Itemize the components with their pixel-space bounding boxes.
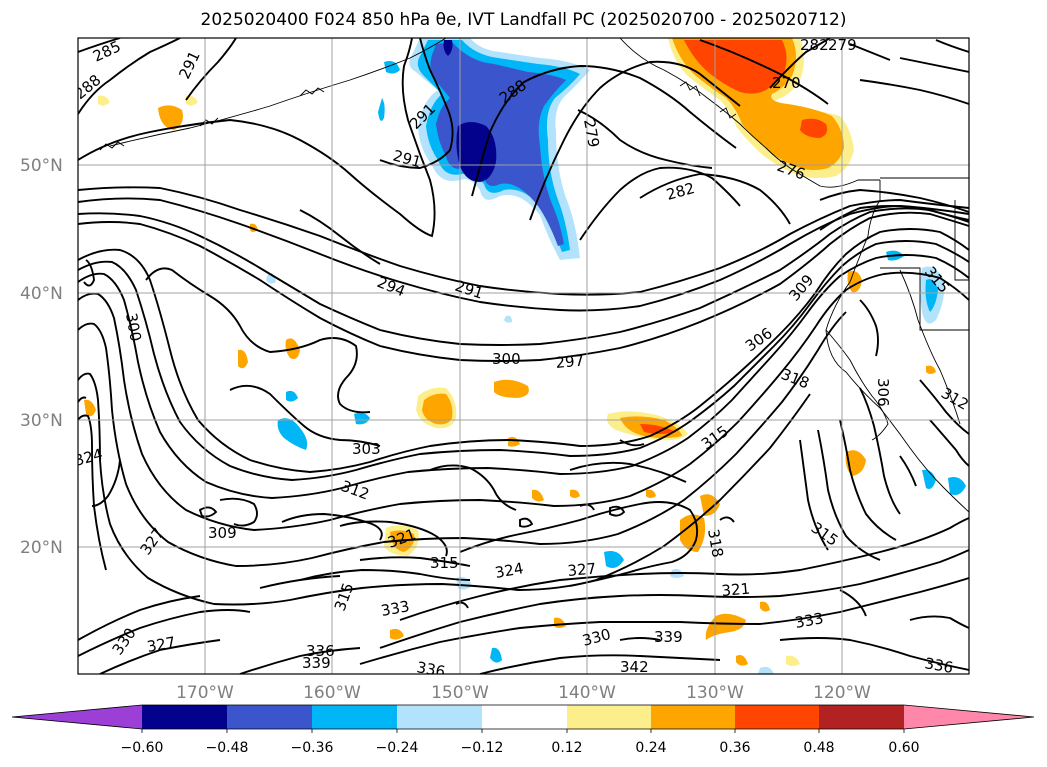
colorbar-segment bbox=[819, 705, 904, 729]
colorbar-segment bbox=[142, 705, 227, 729]
contour-label: 303 bbox=[352, 440, 381, 458]
colorbar-tick-label: 0.48 bbox=[803, 740, 834, 756]
colorbar-tick-label: −0.60 bbox=[121, 740, 164, 756]
contour-label: 321 bbox=[721, 580, 751, 600]
contour-label: 306 bbox=[874, 378, 892, 407]
contour-label: 279 bbox=[828, 36, 857, 54]
lon-label: 170°W bbox=[176, 683, 234, 703]
colorbar-segment bbox=[227, 705, 312, 729]
lon-label: 150°W bbox=[431, 683, 489, 703]
latitude-labels: 50°N 40°N 30°N 20°N bbox=[20, 156, 63, 558]
contour-label: 336 bbox=[923, 654, 954, 677]
colorbar-tick-label: 0.60 bbox=[888, 740, 919, 756]
contour-label: 339 bbox=[302, 654, 331, 672]
map-title: 2025020400 F024 850 hPa θe, IVT Landfall… bbox=[200, 10, 847, 30]
contour-label: 300 bbox=[122, 312, 145, 343]
map-frame bbox=[77, 37, 970, 675]
lat-label: 40°N bbox=[20, 284, 63, 304]
lat-label: 50°N bbox=[20, 156, 63, 176]
contour-label: 279 bbox=[580, 118, 603, 149]
colorbar-segment bbox=[397, 705, 482, 729]
colorbar: −0.60 −0.48 −0.36 −0.24 −0.12 0.12 0.24 … bbox=[11, 704, 1035, 756]
negative-pc-shading bbox=[266, 38, 966, 674]
longitude-labels: 170°W 160°W 150°W 140°W 130°W 120°W bbox=[176, 683, 871, 703]
lat-label: 30°N bbox=[20, 411, 63, 431]
colorbar-extend-high bbox=[904, 705, 1034, 729]
contour-label: 309 bbox=[208, 524, 237, 542]
colorbar-segment bbox=[651, 705, 735, 729]
contour-label: 300 bbox=[492, 350, 521, 368]
contour-label: 339 bbox=[654, 628, 683, 646]
contour-label: 270 bbox=[772, 74, 801, 92]
contour-label: 282 bbox=[800, 36, 829, 54]
colorbar-tick-label: 0.36 bbox=[719, 740, 750, 756]
colorbar-segment bbox=[567, 705, 651, 729]
lon-label: 140°W bbox=[558, 683, 616, 703]
colorbar-tick-label: −0.12 bbox=[461, 740, 504, 756]
contour-label: 327 bbox=[146, 633, 177, 656]
colorbar-extend-low bbox=[12, 705, 142, 729]
contour-label: 297 bbox=[555, 352, 585, 372]
contour-label: 336 bbox=[415, 658, 446, 681]
colorbar-tick-label: −0.24 bbox=[376, 740, 419, 756]
contour-label: 333 bbox=[794, 609, 825, 632]
lat-label: 20°N bbox=[20, 538, 63, 558]
contour-label: 318 bbox=[704, 528, 727, 559]
lon-label: 160°W bbox=[303, 683, 361, 703]
contour-label: 342 bbox=[620, 658, 649, 676]
colorbar-tick-label: −0.48 bbox=[206, 740, 249, 756]
lon-label: 130°W bbox=[686, 683, 744, 703]
contour-label: 315 bbox=[430, 554, 459, 572]
contour-label: 327 bbox=[567, 560, 597, 580]
theta-e-contours bbox=[78, 38, 969, 674]
colorbar-tick-label: −0.36 bbox=[291, 740, 334, 756]
lon-label: 120°W bbox=[813, 683, 871, 703]
contour-label: 324 bbox=[494, 559, 525, 582]
contour-label: 336 bbox=[306, 642, 335, 660]
contour-label: 333 bbox=[380, 597, 411, 620]
colorbar-tick-label: 0.24 bbox=[635, 740, 666, 756]
graticule bbox=[78, 38, 969, 674]
colorbar-segment bbox=[735, 705, 819, 729]
colorbar-tick-label: 0.12 bbox=[551, 740, 582, 756]
colorbar-segment bbox=[312, 705, 397, 729]
colorbar-segment bbox=[482, 705, 567, 729]
